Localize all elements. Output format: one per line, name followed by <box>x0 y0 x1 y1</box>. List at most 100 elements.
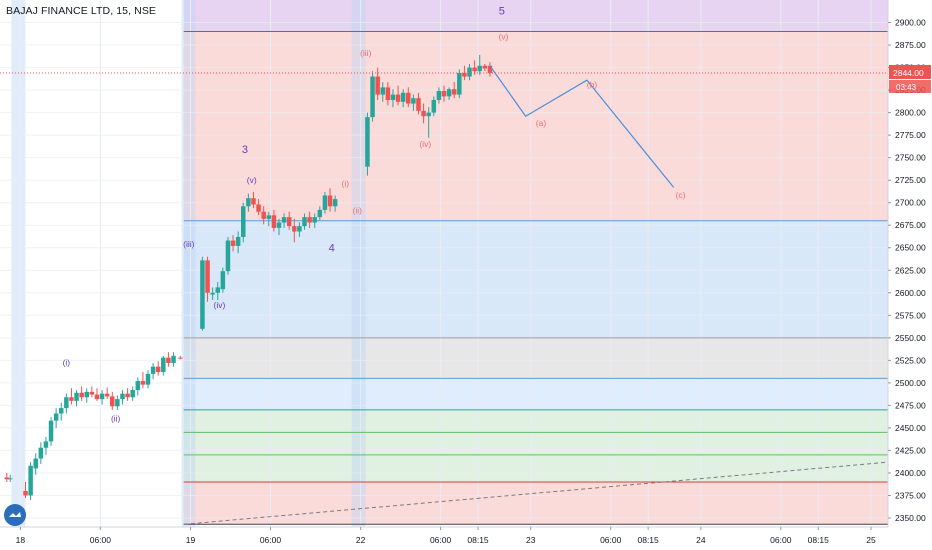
tradingview-logo-icon[interactable] <box>4 504 26 526</box>
candle[interactable] <box>48 417 54 446</box>
candle[interactable] <box>38 442 44 464</box>
candle[interactable] <box>125 388 130 401</box>
candle[interactable] <box>166 352 171 367</box>
candle[interactable] <box>84 388 90 403</box>
candle[interactable] <box>210 287 215 300</box>
candle[interactable] <box>145 370 151 389</box>
candle[interactable] <box>4 472 10 482</box>
candle[interactable] <box>230 235 236 252</box>
candle[interactable] <box>205 256 210 302</box>
wave-label[interactable]: (i) <box>342 178 350 188</box>
candle[interactable] <box>115 395 120 410</box>
candle[interactable] <box>33 453 38 475</box>
candle[interactable] <box>431 96 437 117</box>
wave-label[interactable]: (ii) <box>353 206 363 216</box>
candle[interactable] <box>220 267 226 293</box>
candle[interactable] <box>426 107 431 138</box>
candle[interactable] <box>281 213 287 228</box>
candle[interactable] <box>251 191 256 209</box>
candle[interactable] <box>271 209 277 232</box>
candle[interactable] <box>416 92 421 115</box>
candle[interactable] <box>104 387 110 400</box>
candle[interactable] <box>365 112 370 176</box>
candle[interactable] <box>451 81 457 99</box>
candle[interactable] <box>441 85 447 102</box>
candle[interactable] <box>89 386 95 398</box>
candle[interactable] <box>370 71 375 122</box>
candle[interactable] <box>482 63 488 72</box>
candle[interactable] <box>74 390 79 407</box>
candle[interactable] <box>110 391 115 410</box>
candle[interactable] <box>487 62 493 77</box>
candle[interactable] <box>241 202 246 243</box>
candle[interactable] <box>155 361 161 376</box>
candle[interactable] <box>69 388 74 405</box>
candle[interactable] <box>150 363 156 380</box>
candle[interactable] <box>400 89 406 108</box>
wave-label[interactable]: 5 <box>499 5 505 17</box>
candle[interactable] <box>200 256 205 331</box>
candle[interactable] <box>235 231 241 254</box>
wave-projection-path[interactable] <box>489 65 675 188</box>
candle[interactable] <box>276 218 282 236</box>
candle[interactable] <box>302 213 307 230</box>
candle[interactable] <box>467 63 472 81</box>
candle[interactable] <box>297 222 302 237</box>
wave-label[interactable]: (v) <box>499 32 509 42</box>
wave-label[interactable]: (ii) <box>111 414 121 424</box>
candle[interactable] <box>312 213 317 228</box>
candle[interactable] <box>411 94 416 111</box>
candle[interactable] <box>395 85 401 106</box>
candle[interactable] <box>266 211 272 227</box>
candle[interactable] <box>130 386 135 401</box>
candle[interactable] <box>477 54 482 75</box>
candle[interactable] <box>161 355 166 376</box>
wave-label[interactable]: 3 <box>242 144 248 156</box>
candle[interactable] <box>171 352 176 367</box>
candle[interactable] <box>375 67 380 100</box>
candle[interactable] <box>140 372 146 389</box>
candle[interactable] <box>317 206 323 221</box>
time-axis[interactable] <box>0 527 932 550</box>
candle[interactable] <box>99 390 105 405</box>
candle[interactable] <box>457 69 462 99</box>
candle[interactable] <box>421 103 426 124</box>
candle[interactable] <box>215 281 220 300</box>
candle[interactable] <box>292 218 297 243</box>
wave-label[interactable]: (c) <box>675 190 685 200</box>
candle[interactable] <box>261 206 266 225</box>
candle[interactable] <box>7 474 13 482</box>
wave-label[interactable]: (iv) <box>419 139 431 149</box>
wave-label[interactable]: (iv) <box>214 300 226 310</box>
candle[interactable] <box>23 481 28 499</box>
candle[interactable] <box>385 81 391 106</box>
wave-label[interactable]: (iii) <box>183 239 194 249</box>
candle[interactable] <box>406 87 411 108</box>
candle[interactable] <box>53 408 59 428</box>
candle[interactable] <box>28 462 33 500</box>
candle[interactable] <box>327 188 333 212</box>
wave-label[interactable]: (iii) <box>360 48 371 58</box>
candle[interactable] <box>43 436 49 455</box>
candle[interactable] <box>79 386 84 401</box>
candle[interactable] <box>436 87 442 104</box>
trendline[interactable] <box>183 461 889 525</box>
wave-label[interactable]: 4 <box>329 242 335 254</box>
candle[interactable] <box>472 60 477 75</box>
candle[interactable] <box>256 199 261 216</box>
candle[interactable] <box>380 81 386 102</box>
candle[interactable] <box>178 355 183 360</box>
candle[interactable] <box>322 191 328 214</box>
candle[interactable] <box>64 393 69 414</box>
candle[interactable] <box>286 211 292 230</box>
candle[interactable] <box>135 377 141 396</box>
candle[interactable] <box>462 65 467 81</box>
candle[interactable] <box>446 87 452 100</box>
wave-label[interactable]: (a) <box>536 118 547 128</box>
candle[interactable] <box>225 236 231 275</box>
candle[interactable] <box>246 193 251 212</box>
candle[interactable] <box>58 402 64 421</box>
wave-label[interactable]: (i) <box>63 358 71 368</box>
candle[interactable] <box>94 388 100 401</box>
